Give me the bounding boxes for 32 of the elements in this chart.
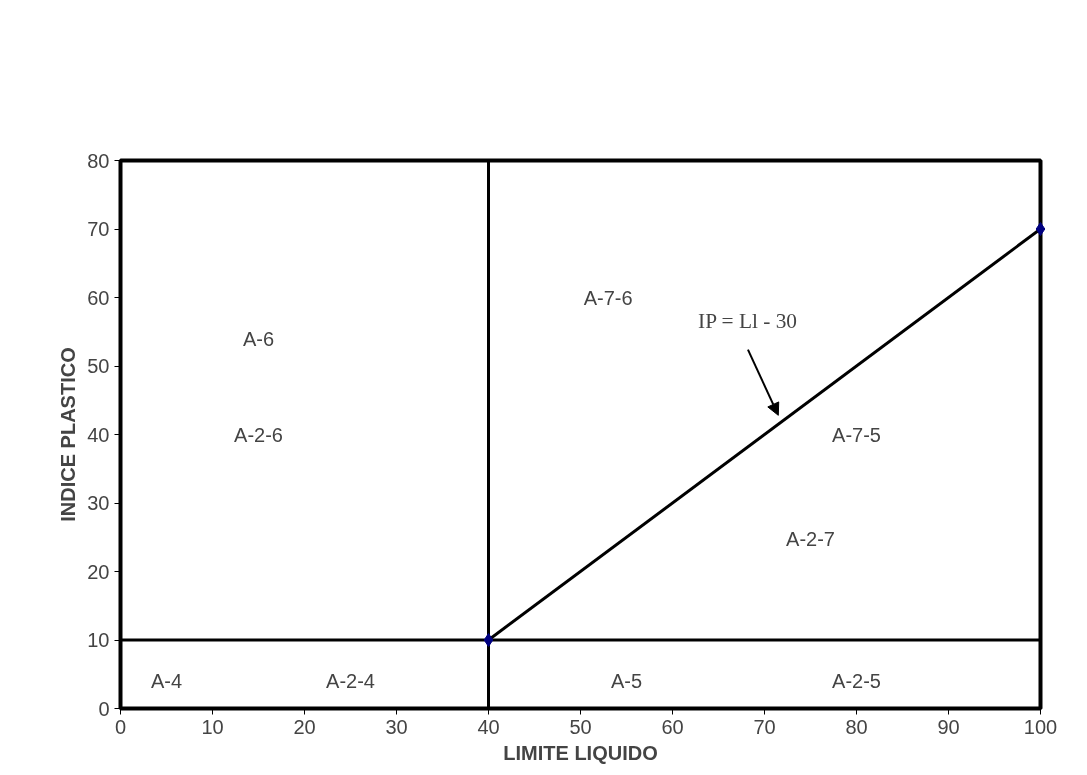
y-tick-label: 80 xyxy=(87,149,110,172)
x-tick-label: 0 xyxy=(114,715,127,738)
annotation: IP = Ll - 30 xyxy=(698,309,798,334)
x-tick-label: 40 xyxy=(477,715,500,738)
annotation: A-2-7 xyxy=(786,527,835,550)
x-tick-label: 80 xyxy=(845,715,868,738)
y-tick-label: 0 xyxy=(98,697,110,720)
y-tick-label: 20 xyxy=(87,560,110,583)
annotation: A-4 xyxy=(150,670,183,693)
x-tick-label: 70 xyxy=(753,715,776,738)
annotation: A-7-6 xyxy=(583,286,633,309)
x-tick-label: 90 xyxy=(937,715,960,738)
y-axis-title: INDICE PLASTICO xyxy=(57,347,80,522)
annotation: A-2-5 xyxy=(832,670,881,693)
annotation: A-7-5 xyxy=(832,423,881,446)
x-axis-title: LIMITE LIQUIDO xyxy=(503,741,658,764)
annotation: A-5 xyxy=(610,670,643,693)
y-tick-label: 40 xyxy=(87,423,110,446)
y-tick-label: 30 xyxy=(87,492,110,514)
y-tick-label: 10 xyxy=(87,629,110,651)
x-tick-label: 100 xyxy=(1023,715,1058,738)
y-tick-label: 70 xyxy=(87,218,110,240)
y-tick-label: 60 xyxy=(87,286,110,309)
annotation: A-2-6 xyxy=(234,423,283,446)
x-tick-label: 30 xyxy=(385,715,408,738)
x-tick-label: 10 xyxy=(201,715,224,738)
x-tick-label: 60 xyxy=(661,715,684,738)
y-tick-label: 50 xyxy=(87,355,110,377)
x-tick-label: 50 xyxy=(569,715,592,738)
annotation: A-6 xyxy=(242,327,275,350)
x-tick-label: 20 xyxy=(293,715,316,738)
annotation: A-2-4 xyxy=(326,670,375,693)
